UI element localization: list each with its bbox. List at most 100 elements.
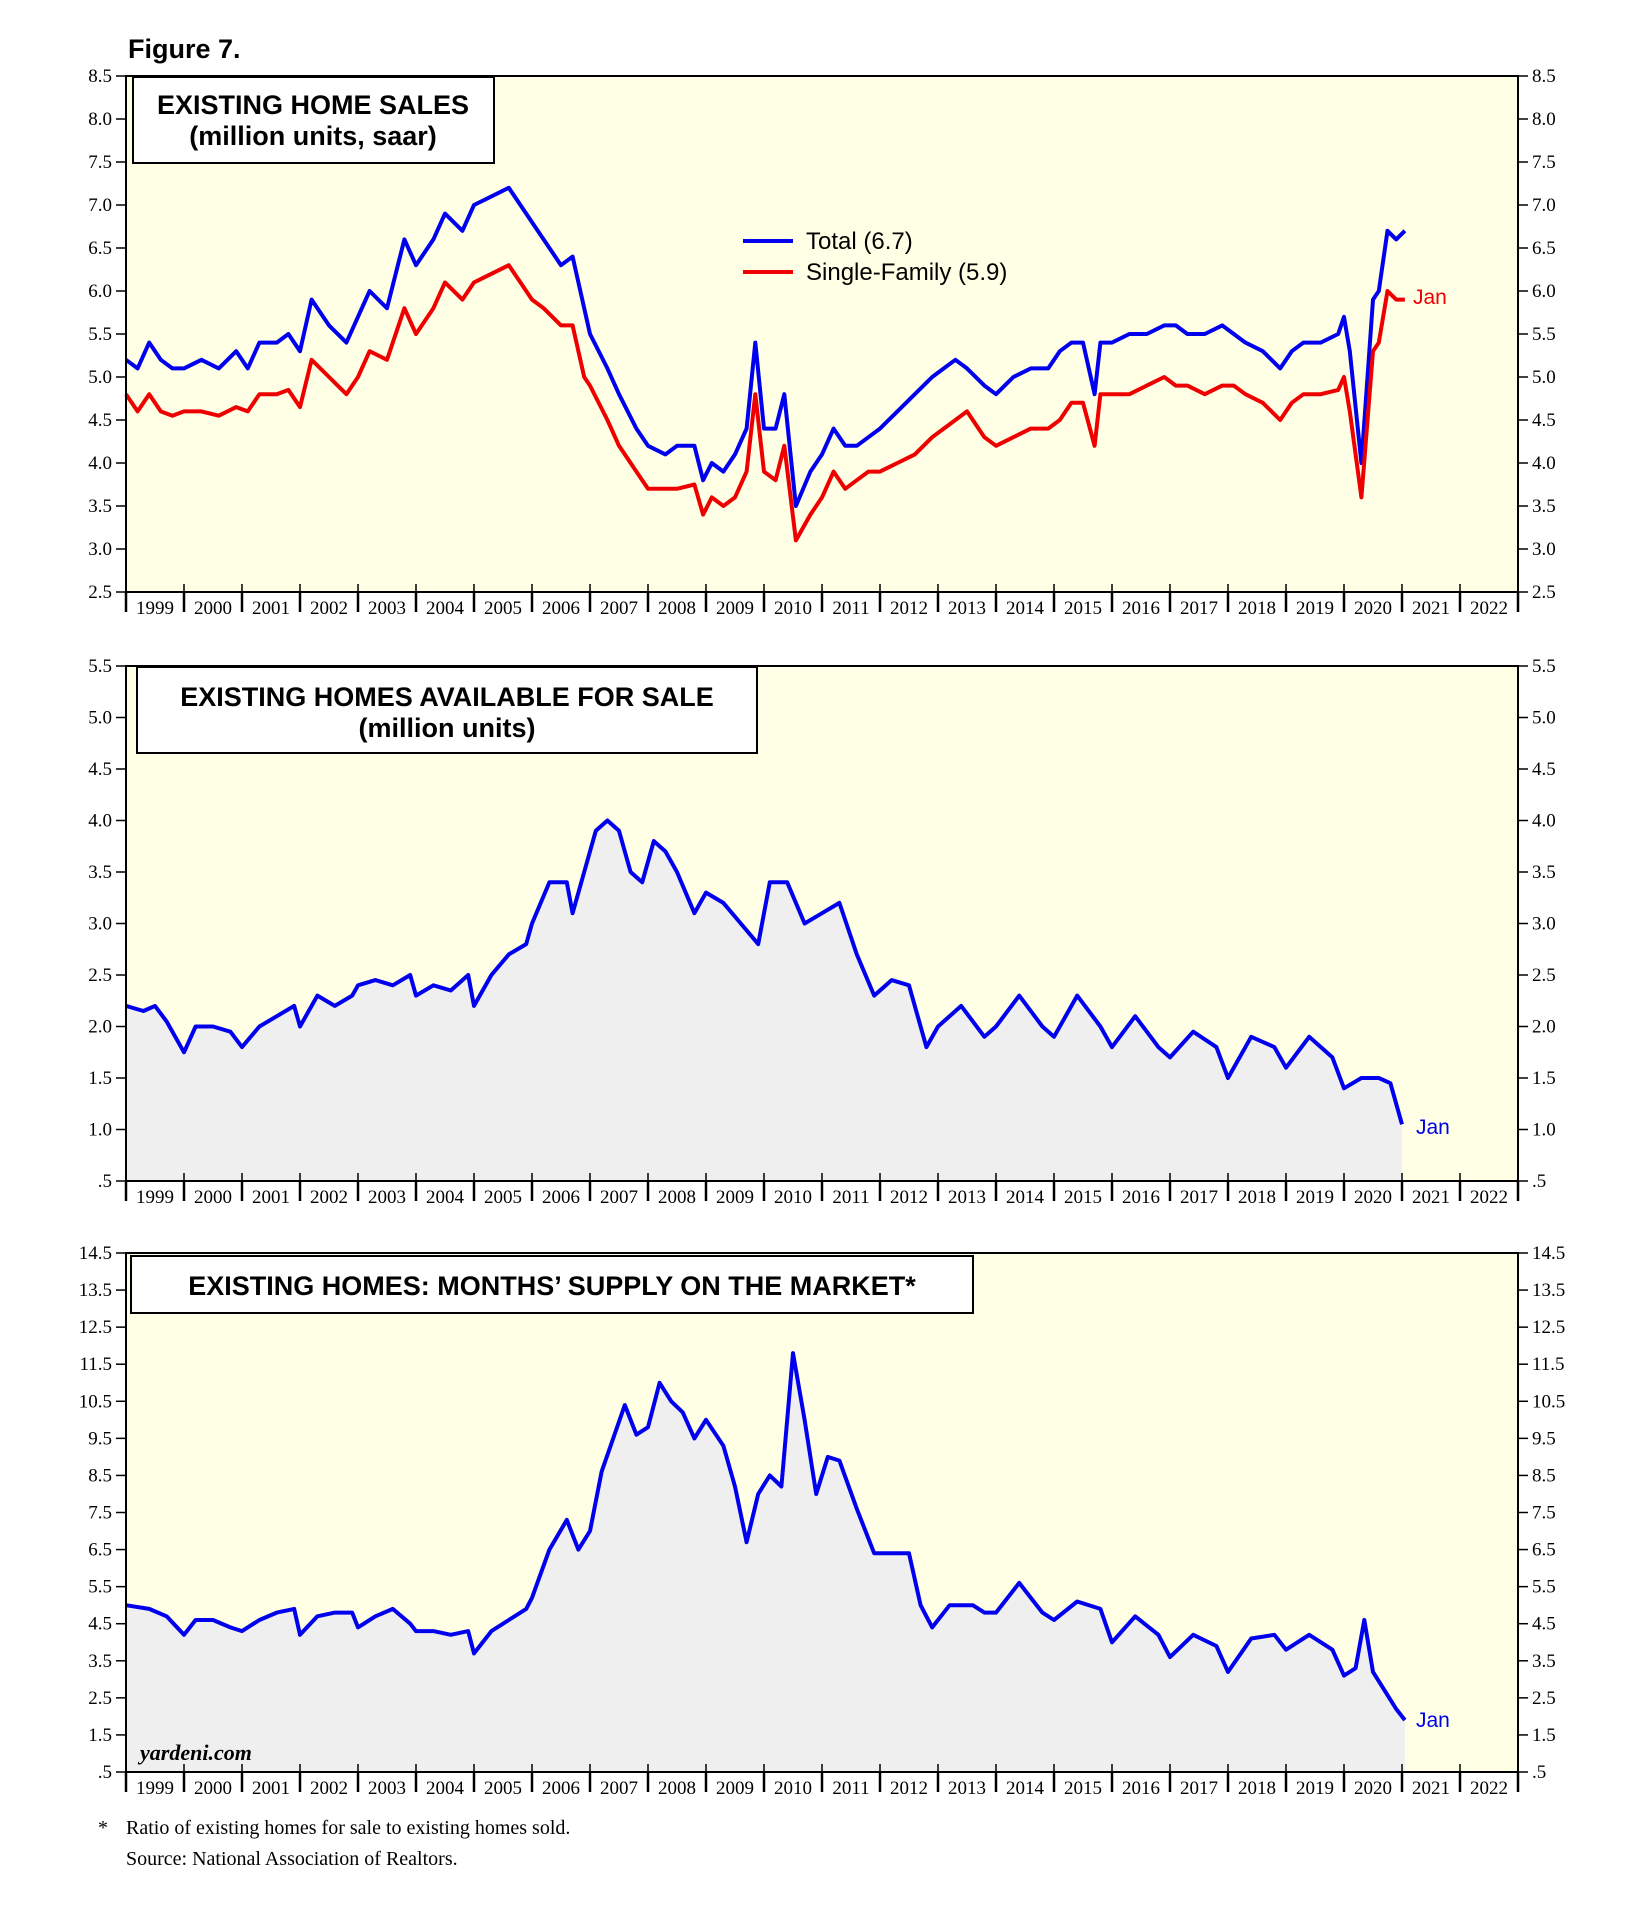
- x-tick-label: 2019: [1296, 1778, 1334, 1799]
- end-label: Jan: [1416, 1709, 1450, 1732]
- y-tick-label-right: 2.5: [1532, 965, 1556, 986]
- y-tick-label-left: 3.0: [88, 914, 112, 935]
- y-tick-label-left: 3.5: [88, 496, 112, 517]
- series-line-0: [125, 818, 1404, 1125]
- x-tick-label: 2018: [1238, 1778, 1276, 1799]
- x-tick-label: 2003: [368, 1187, 406, 1208]
- x-tick-label: 2004: [426, 598, 465, 619]
- end-label: Jan: [1413, 286, 1447, 309]
- x-tick-label: 2020: [1354, 598, 1392, 619]
- y-tick-label-right: 2.0: [1532, 1017, 1556, 1038]
- y-tick-label-right: 3.5: [1532, 496, 1556, 517]
- source-note: Source: National Association of Realtors…: [126, 1848, 458, 1870]
- y-tick-label-left: 3.0: [88, 539, 112, 560]
- y-tick-label-left: 12.5: [79, 1317, 112, 1338]
- x-tick-label: 2018: [1238, 598, 1276, 619]
- area-fill: [126, 1353, 1405, 1772]
- x-tick-label: 2008: [658, 598, 696, 619]
- y-tick-label-right: .5: [1532, 1762, 1546, 1783]
- y-tick-label-left: 7.0: [88, 195, 112, 216]
- y-tick-label-right: 7.0: [1532, 195, 1556, 216]
- x-tick-label: 2015: [1064, 1778, 1102, 1799]
- y-tick-label-left: 8.5: [88, 66, 112, 87]
- end-label: Jan: [1416, 1116, 1450, 1139]
- panel-homes-available: .5 .5 1.0 1.0 1.5 1.5 2.0 2.0 2.5 2.5 3.0 3.0 3.5 3.5…: [88, 656, 1556, 1208]
- chart-title-box: [136, 666, 758, 754]
- x-tick-label: 2003: [368, 598, 406, 619]
- data-marks: [125, 1351, 1407, 1772]
- series-line-0: [124, 185, 1407, 508]
- x-tick-label: 2014: [1006, 598, 1045, 619]
- y-tick-label-right: 6.0: [1532, 281, 1556, 302]
- chart-subtitle: (million units, saar): [189, 121, 437, 151]
- y-tick-label-right: 4.0: [1532, 453, 1556, 474]
- x-tick-label: 2013: [948, 1778, 986, 1799]
- footnote: Ratio of existing homes for sale to exis…: [126, 1817, 571, 1839]
- y-tick-label-right: 3.0: [1532, 539, 1556, 560]
- x-tick-label: 2000: [194, 1778, 232, 1799]
- y-tick-label-right: 5.0: [1532, 708, 1556, 729]
- x-tick-label: 2014: [1006, 1778, 1045, 1799]
- x-tick-label: 2004: [426, 1778, 465, 1799]
- y-tick-label-right: .5: [1532, 1171, 1546, 1192]
- y-tick-label-right: 4.5: [1532, 1614, 1556, 1635]
- x-tick-label: 2012: [890, 1187, 928, 1208]
- y-tick-label-left: 5.0: [88, 708, 112, 729]
- x-tick-label: 2003: [368, 1778, 406, 1799]
- x-tick-label: 2007: [600, 1187, 638, 1208]
- y-tick-label-left: 2.5: [88, 582, 112, 603]
- y-tick-label-left: 7.5: [88, 152, 112, 173]
- x-tick-label: 2010: [774, 1187, 812, 1208]
- x-tick-label: 2021: [1412, 1778, 1450, 1799]
- x-tick-label: 2002: [310, 1187, 348, 1208]
- x-tick-label: 2001: [252, 1778, 290, 1799]
- y-tick-label-right: 13.5: [1532, 1280, 1565, 1301]
- y-tick-label-right: 1.0: [1532, 1120, 1556, 1141]
- x-tick-label: 2004: [426, 1187, 465, 1208]
- y-tick-label-right: 4.5: [1532, 759, 1556, 780]
- chart-title-box: [130, 1255, 974, 1314]
- x-tick-label: 2021: [1412, 598, 1450, 619]
- area-fill: [126, 820, 1402, 1181]
- x-tick-label: 2022: [1470, 1187, 1508, 1208]
- axes: .5 .5 1.0 1.0 1.5 1.5 2.0 2.0 2.5 2.5 3.0 3.0 3.5 3.5…: [88, 656, 1556, 1208]
- x-tick-label: 2000: [194, 1187, 232, 1208]
- y-tick-label-left: 2.5: [88, 965, 112, 986]
- x-tick-label: 2015: [1064, 598, 1102, 619]
- chart-title-box: [132, 76, 495, 164]
- panel-months-supply: .5 .5 1.5 1.5 2.5 2.5 3.5 3.5 4.5 4.5 5.5 5.5 6.5 6.5…: [79, 1243, 1566, 1799]
- y-tick-label-left: 3.5: [88, 862, 112, 883]
- panel-existing-home-sales: 2.5 2.5 3.0 3.0 3.5 3.5 4.0 4.0 4.5 4.5 5.0 5.0 5.5 5…: [88, 66, 1556, 619]
- axes: 2.5 2.5 3.0 3.0 3.5 3.5 4.0 4.0 4.5 4.5 5.0 5.0 5.5 5…: [88, 66, 1556, 619]
- figure-label: Figure 7.: [128, 34, 241, 64]
- x-tick-label: 2008: [658, 1187, 696, 1208]
- y-tick-label-left: 1.5: [88, 1725, 112, 1746]
- y-tick-label-right: 1.5: [1532, 1725, 1556, 1746]
- x-tick-label: 2005: [484, 598, 522, 619]
- x-tick-label: 2022: [1470, 598, 1508, 619]
- y-tick-label-left: 2.5: [88, 1688, 112, 1709]
- x-tick-label: 1999: [136, 1187, 174, 1208]
- chart-title: EXISTING HOMES: MONTHS’ SUPPLY ON THE MA…: [188, 1271, 916, 1301]
- y-tick-label-left: 8.0: [88, 109, 112, 130]
- x-tick-label: 2001: [252, 598, 290, 619]
- y-tick-label-left: 8.5: [88, 1465, 112, 1486]
- y-tick-label-right: 5.0: [1532, 367, 1556, 388]
- x-tick-label: 2016: [1122, 1778, 1160, 1799]
- x-tick-label: 2002: [310, 1778, 348, 1799]
- chart-title: EXISTING HOME SALES: [157, 90, 469, 120]
- y-tick-label-right: 8.0: [1532, 109, 1556, 130]
- x-tick-label: 2002: [310, 598, 348, 619]
- y-tick-label-left: 2.0: [88, 1017, 112, 1038]
- x-tick-label: 2008: [658, 1778, 696, 1799]
- y-tick-label-left: .5: [98, 1762, 112, 1783]
- y-tick-label-left: 4.0: [88, 453, 112, 474]
- axes: .5 .5 1.5 1.5 2.5 2.5 3.5 3.5 4.5 4.5 5.5 5.5 6.5 6.5…: [79, 1243, 1566, 1799]
- x-tick-label: 2015: [1064, 1187, 1102, 1208]
- x-tick-label: 2020: [1354, 1778, 1392, 1799]
- chart-title: EXISTING HOMES AVAILABLE FOR SALE: [180, 682, 714, 712]
- x-tick-label: 2019: [1296, 598, 1334, 619]
- y-tick-label-right: 8.5: [1532, 66, 1556, 87]
- x-tick-label: 2016: [1122, 1187, 1160, 1208]
